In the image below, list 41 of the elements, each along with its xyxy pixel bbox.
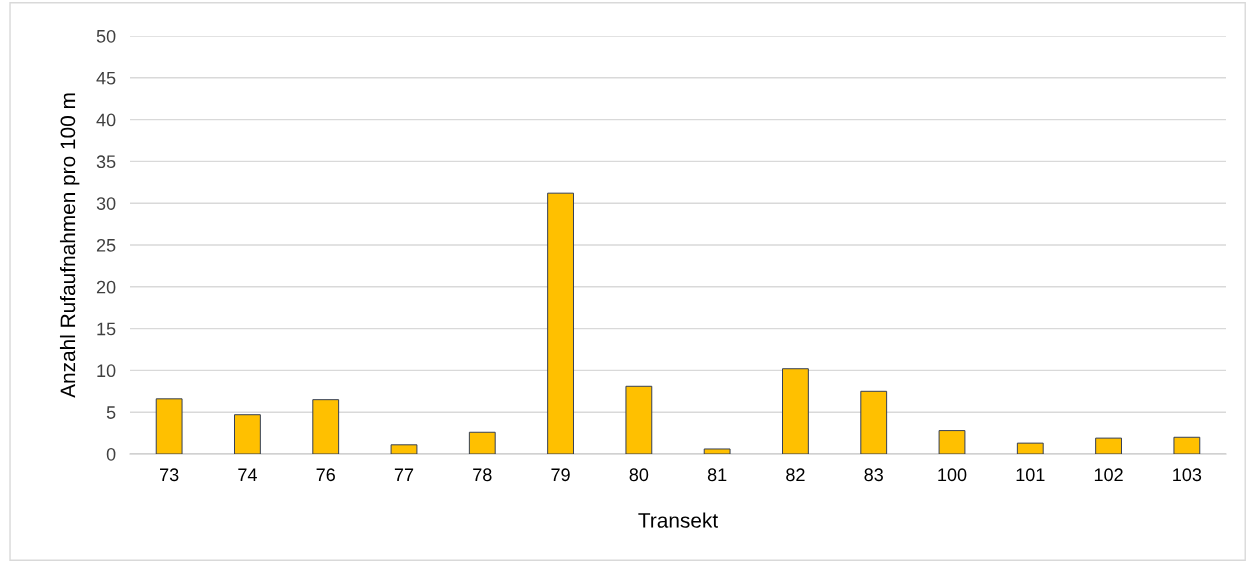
- x-tick-label: 103: [1173, 468, 1202, 482]
- bar: [312, 399, 340, 454]
- x-axis-title: Transekt: [638, 512, 718, 528]
- y-tick-label: 35: [96, 155, 116, 169]
- y-tick-label: 45: [96, 71, 116, 85]
- x-tick-label: 78: [473, 468, 492, 482]
- y-tick-label: 25: [96, 238, 116, 252]
- x-tick-label: 82: [786, 468, 805, 482]
- bar: [1016, 442, 1044, 454]
- y-tick-label: 20: [96, 280, 116, 294]
- x-tick-label: 83: [864, 468, 883, 482]
- y-tick-label: 0: [106, 447, 116, 461]
- bar: [782, 368, 809, 454]
- x-tick-label: 102: [1094, 468, 1123, 482]
- y-tick-label: 15: [97, 322, 116, 336]
- y-tick-label: 30: [96, 197, 116, 210]
- x-tick-label: 79: [551, 468, 570, 482]
- bar: [625, 385, 653, 454]
- x-tick-label: 76: [316, 468, 335, 482]
- bar: [547, 192, 574, 454]
- y-axis-title: Anzahl Rufaufnahmen pro 100 m: [59, 93, 80, 398]
- bar: [468, 431, 496, 454]
- bar: [1173, 436, 1201, 454]
- x-tick-label: 74: [238, 468, 257, 481]
- bar: [155, 398, 183, 454]
- x-tick-label: 80: [629, 468, 649, 482]
- bar: [234, 414, 261, 454]
- bar: [703, 448, 731, 454]
- x-tick-label: 73: [160, 468, 179, 482]
- y-tick-label: 10: [97, 364, 116, 378]
- y-tick-label: 50: [96, 29, 116, 43]
- bar: [1095, 437, 1122, 454]
- bar: [938, 430, 966, 454]
- x-tick-label: 81: [707, 468, 727, 482]
- x-tick-label: 77: [394, 468, 414, 481]
- y-tick-label: 40: [96, 113, 116, 127]
- y-tick-label: 5: [106, 406, 116, 419]
- x-tick-label: 100: [938, 468, 967, 482]
- bar: [860, 390, 888, 454]
- x-tick-label: 101: [1016, 468, 1045, 482]
- bar: [390, 444, 418, 454]
